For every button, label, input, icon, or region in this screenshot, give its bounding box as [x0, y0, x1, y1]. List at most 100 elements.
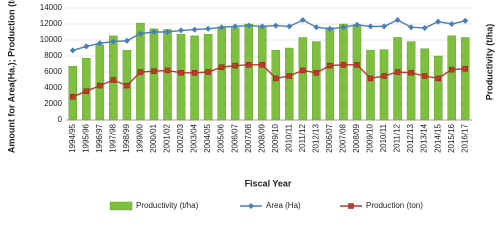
point	[218, 24, 225, 31]
point	[462, 66, 468, 72]
x-tick-label: 2011/12	[298, 123, 307, 152]
bar	[339, 23, 348, 121]
x-tick-label: 2001/02	[163, 123, 172, 152]
bar	[271, 50, 281, 121]
y-tick-label: 0	[58, 115, 63, 124]
chart: Fiscal Year Amount for Area(Ha.); Produc…	[6, 0, 494, 211]
bar	[203, 34, 213, 121]
x-tick-label: 2004/05	[203, 123, 212, 152]
x-tick-label: 2009/10	[366, 123, 375, 152]
x-tick-label: 1998/99	[122, 123, 131, 152]
point	[353, 21, 360, 28]
point	[83, 88, 90, 94]
bar	[163, 29, 172, 121]
point	[326, 25, 333, 32]
point	[245, 62, 252, 68]
bar	[230, 27, 240, 121]
point	[110, 38, 117, 45]
bar	[176, 34, 186, 121]
x-tick-label: 1994/95	[68, 123, 77, 152]
point	[421, 25, 428, 31]
x-tick-label: 2002/03	[176, 123, 185, 152]
point	[245, 22, 252, 29]
point	[354, 62, 360, 68]
x-tick-label: 2011/12	[393, 123, 402, 152]
point	[313, 24, 320, 31]
point	[462, 17, 469, 24]
point	[123, 37, 130, 44]
point	[232, 62, 238, 69]
y-tick-label: 12000	[40, 19, 63, 28]
legend-label: Productivity (t/ha)	[136, 201, 199, 210]
bar	[298, 37, 308, 121]
point	[150, 29, 157, 35]
bar	[393, 37, 402, 121]
bar	[312, 41, 321, 121]
point	[408, 24, 415, 31]
y-tick-label: 6000	[44, 67, 62, 76]
bar	[68, 66, 78, 121]
point	[448, 66, 455, 73]
y-tick-label: 4000	[44, 83, 62, 92]
point	[70, 94, 76, 100]
x-tick-label: 2007/08	[339, 123, 348, 152]
y-tick-label: 14000	[40, 3, 63, 12]
x-tick-label: 2006/07	[230, 123, 239, 152]
bar	[460, 37, 470, 121]
point	[300, 67, 306, 74]
point	[151, 68, 157, 74]
x-tick-label: 2013/14	[420, 123, 429, 152]
x-tick-label: 2009/10	[271, 123, 280, 152]
x-tick-label: 1995/96	[81, 123, 90, 152]
point	[272, 22, 279, 29]
bar	[285, 47, 294, 121]
x-tick-label: 2010/11	[379, 123, 388, 152]
point	[124, 82, 130, 89]
point	[435, 18, 442, 25]
bar	[325, 27, 335, 121]
x-tick-label: 1996/97	[95, 123, 104, 152]
point	[110, 77, 117, 83]
point	[394, 69, 401, 75]
x-tick-label: 2016/17	[460, 123, 469, 152]
point	[435, 75, 441, 82]
point	[96, 40, 103, 47]
point	[178, 27, 185, 34]
point	[313, 70, 320, 76]
point	[83, 43, 90, 50]
point	[97, 82, 103, 89]
point	[448, 21, 455, 27]
y-tick-label: 10000	[40, 35, 63, 44]
bar	[433, 55, 443, 121]
point	[205, 25, 212, 32]
x-tick-label: 1999/00	[136, 123, 145, 152]
point	[367, 75, 374, 82]
x-tick-label: 2010/11	[284, 123, 293, 152]
legend-marker	[348, 203, 354, 209]
bar	[217, 27, 226, 121]
x-tick-label: 2008/09	[352, 123, 361, 152]
legend-marker	[248, 203, 254, 209]
point	[259, 62, 265, 68]
point	[367, 23, 374, 30]
point	[327, 62, 333, 69]
legend-label: Area (Ha)	[266, 201, 301, 210]
legend-swatch	[109, 201, 133, 211]
legend-label: Production (ton)	[366, 201, 423, 210]
x-tick-label: 2012/13	[311, 123, 320, 152]
point	[286, 23, 293, 30]
x-tick-label: 2008/09	[257, 123, 266, 152]
line	[72, 19, 466, 52]
point	[394, 17, 401, 23]
y-axis-title: Amount for Area(Ha.); Production (ton)	[6, 0, 16, 153]
point	[191, 26, 198, 33]
bar	[95, 44, 105, 121]
x-tick-label: 2014/15	[433, 123, 442, 152]
y-tick-label: 8000	[44, 51, 62, 60]
bar	[366, 50, 375, 121]
point	[381, 23, 388, 30]
bar	[149, 28, 159, 121]
bar	[447, 35, 456, 121]
point	[205, 69, 211, 75]
point	[421, 73, 428, 79]
